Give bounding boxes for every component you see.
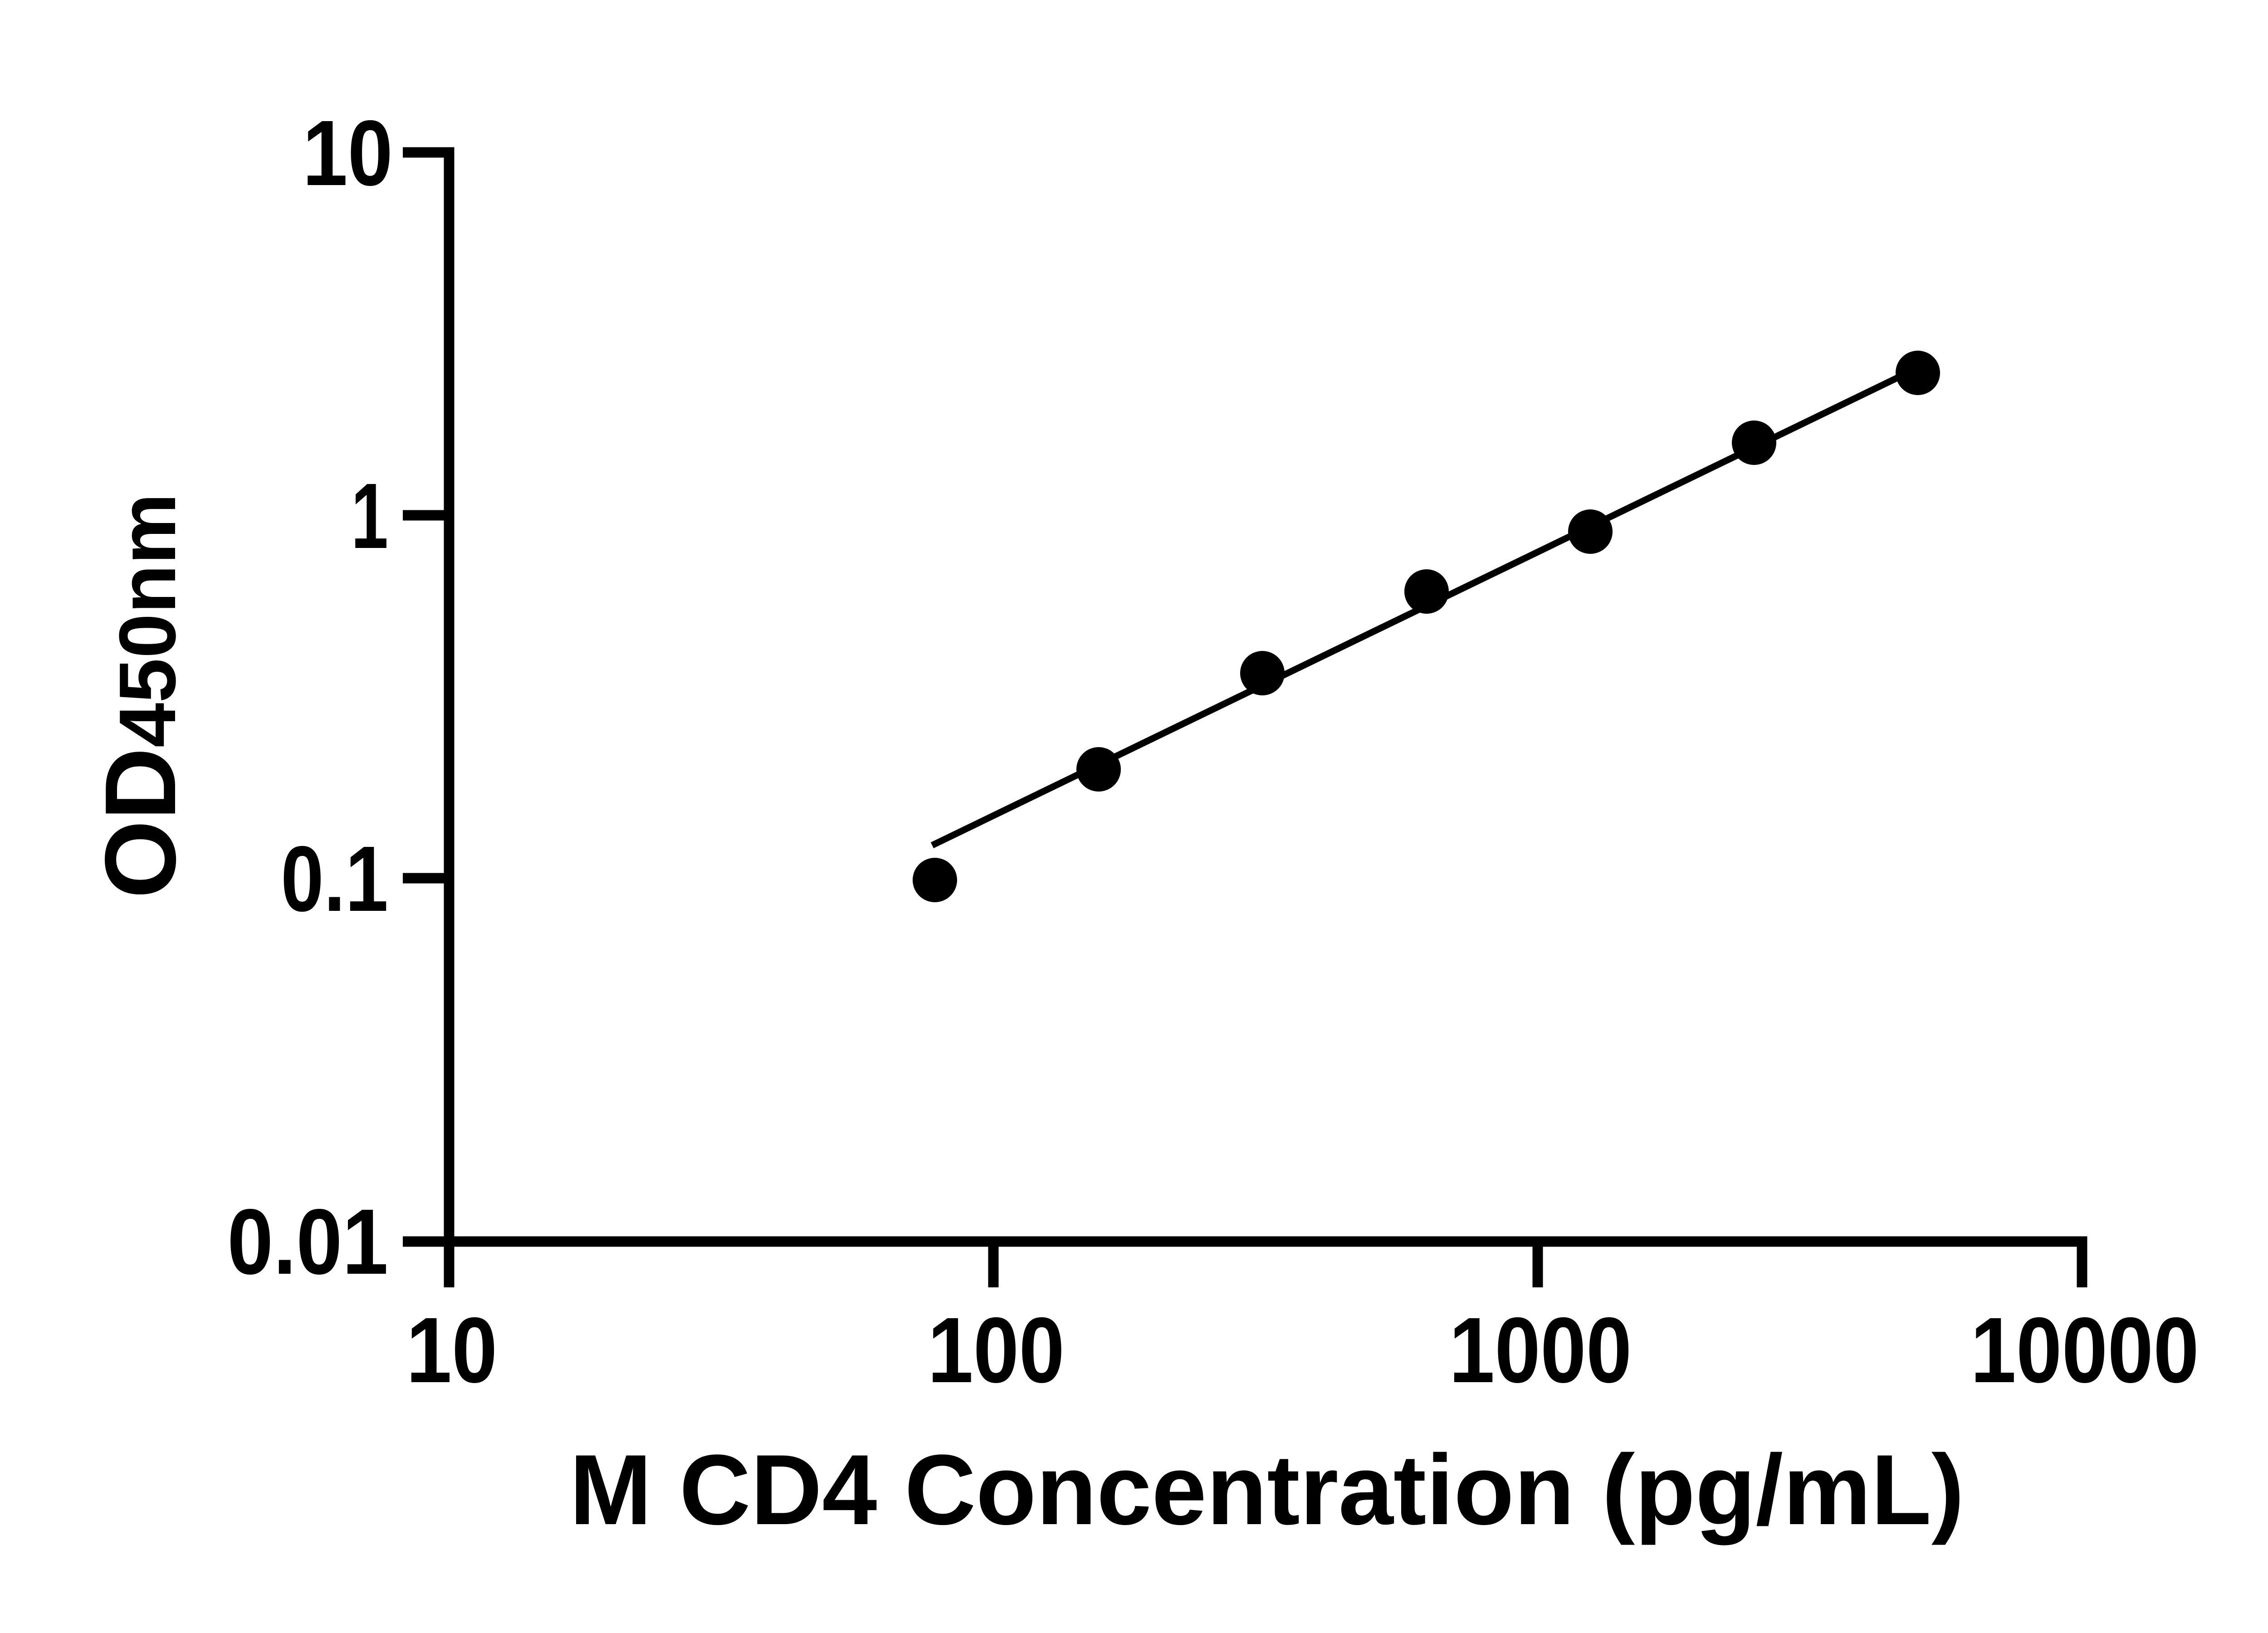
svg-text:OD450nm: OD450nm — [84, 493, 197, 899]
svg-text:10000: 10000 — [1970, 1298, 2199, 1402]
svg-text:M CD4 Concentration (pg/mL): M CD4 Concentration (pg/mL) — [570, 1434, 1965, 1545]
svg-text:10: 10 — [303, 101, 393, 205]
svg-text:10: 10 — [406, 1298, 498, 1402]
svg-text:1000: 1000 — [1449, 1298, 1632, 1402]
svg-text:1: 1 — [351, 464, 388, 568]
svg-text:100: 100 — [928, 1298, 1065, 1402]
svg-text:0.01: 0.01 — [227, 1190, 388, 1294]
svg-text:0.1: 0.1 — [281, 827, 388, 931]
